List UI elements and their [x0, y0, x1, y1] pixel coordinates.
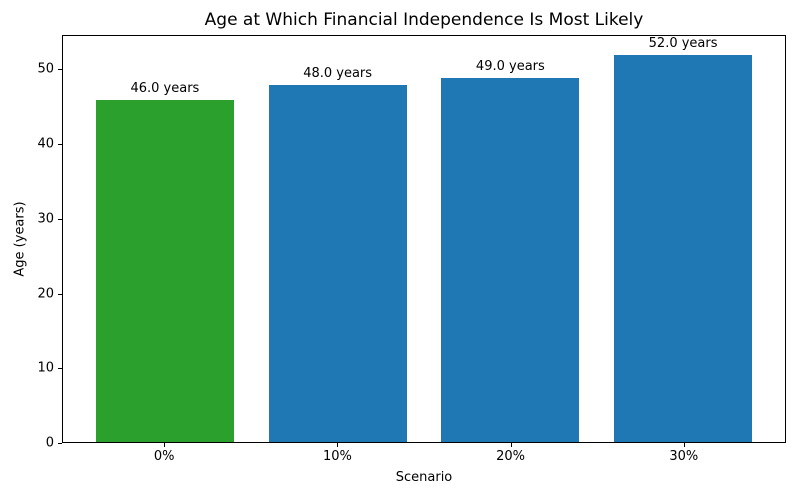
- bar-30%: [614, 55, 753, 442]
- bar-value-label: 48.0 years: [303, 66, 373, 82]
- bar-value-label: 49.0 years: [475, 58, 545, 74]
- y-tick-mark: [58, 368, 62, 370]
- x-tick-mark: [337, 443, 339, 447]
- plot-area: 46.0 years 48.0 years 49.0 years 52.0 years: [62, 35, 786, 443]
- x-tick-mark: [510, 443, 512, 447]
- y-tick-label: 0: [45, 435, 54, 451]
- bar-0%: [95, 99, 234, 442]
- y-tick-mark: [58, 218, 62, 220]
- y-tick-label: 20: [37, 286, 54, 302]
- x-tick-label: 10%: [322, 449, 352, 464]
- x-tick-label: 20%: [496, 449, 526, 464]
- x-tick-label: 30%: [669, 449, 699, 464]
- x-tick-mark: [164, 443, 166, 447]
- x-tick-mark: [683, 443, 685, 447]
- y-tick-mark: [58, 443, 62, 444]
- y-tick-mark: [58, 293, 62, 295]
- chart-title: Age at Which Financial Independence Is M…: [204, 10, 644, 30]
- y-tick-label: 30: [37, 211, 54, 227]
- x-tick-label: 0%: [153, 449, 175, 464]
- y-tick-mark: [58, 69, 62, 71]
- y-tick-label: 40: [37, 136, 54, 152]
- bar-value-label: 52.0 years: [648, 36, 718, 52]
- y-tick-label: 10: [37, 360, 54, 376]
- y-tick-mark: [58, 144, 62, 146]
- y-tick-label: 50: [37, 61, 54, 77]
- bar-10%: [268, 85, 407, 442]
- bars-layer: 46.0 years 48.0 years 49.0 years 52.0 years: [63, 36, 785, 442]
- x-axis-label: Scenario: [395, 470, 453, 485]
- bar-value-label: 46.0 years: [130, 80, 200, 96]
- bar-20%: [441, 77, 580, 442]
